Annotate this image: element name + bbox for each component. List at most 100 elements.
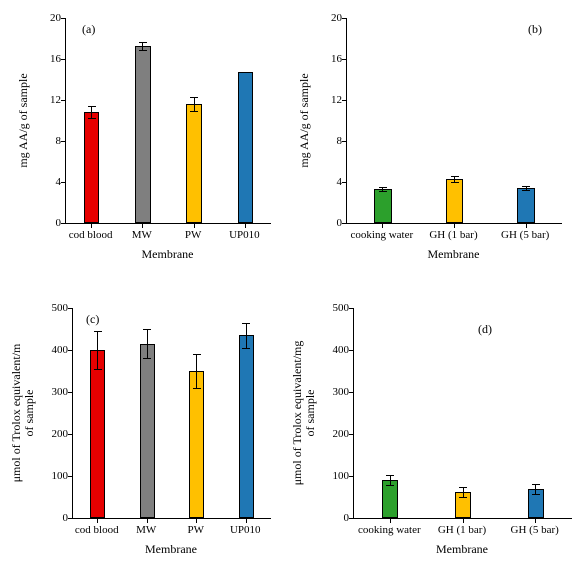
xtick bbox=[194, 223, 195, 228]
bar bbox=[90, 350, 105, 518]
ytick-label: 0 bbox=[31, 218, 61, 229]
ytick bbox=[342, 18, 347, 19]
ytick bbox=[342, 223, 347, 224]
xtick-label: GH (1 bar) bbox=[413, 229, 495, 241]
ytick bbox=[68, 518, 73, 519]
errorbar-cap bbox=[459, 487, 467, 488]
ytick-label: 12 bbox=[312, 95, 342, 106]
errorbar bbox=[535, 484, 536, 494]
ytick-label: 12 bbox=[31, 95, 61, 106]
ytick bbox=[349, 308, 354, 309]
errorbar-cap bbox=[88, 106, 96, 107]
panel-tag: (b) bbox=[528, 22, 542, 37]
xtick-label: GH (5 bar) bbox=[493, 524, 576, 536]
ytick-label: 8 bbox=[312, 136, 342, 147]
ytick-label: 400 bbox=[38, 345, 68, 356]
ytick-label: 500 bbox=[319, 303, 349, 314]
ytick bbox=[61, 18, 66, 19]
errorbar bbox=[97, 331, 98, 369]
bar bbox=[239, 335, 254, 518]
y-axis-label: mg AA/g of sample bbox=[298, 18, 311, 223]
ytick-label: 16 bbox=[31, 54, 61, 65]
ytick bbox=[68, 434, 73, 435]
xtick-label: GH (5 bar) bbox=[484, 229, 566, 241]
errorbar bbox=[147, 329, 148, 358]
ytick-label: 200 bbox=[319, 429, 349, 440]
xtick-label: UP010 bbox=[214, 229, 275, 241]
errorbar-cap bbox=[379, 187, 387, 188]
x-axis-label: Membrane bbox=[346, 247, 561, 262]
errorbar-cap bbox=[386, 485, 394, 486]
ytick-label: 0 bbox=[319, 513, 349, 524]
bar bbox=[84, 112, 99, 223]
bar bbox=[446, 179, 464, 223]
panel-tag: (d) bbox=[478, 322, 492, 337]
errorbar-cap bbox=[242, 348, 250, 349]
plot-area bbox=[346, 18, 562, 224]
y-axis-label: μmol of Trolox equivalent/mof sample bbox=[10, 308, 36, 518]
xtick bbox=[390, 518, 391, 523]
ytick-label: 0 bbox=[38, 513, 68, 524]
errorbar bbox=[91, 106, 92, 118]
errorbar-cap bbox=[451, 182, 459, 183]
errorbar-cap bbox=[139, 50, 147, 51]
ytick-label: 100 bbox=[38, 471, 68, 482]
ytick-label: 200 bbox=[38, 429, 68, 440]
bar bbox=[135, 46, 150, 223]
errorbar bbox=[390, 475, 391, 485]
ytick bbox=[342, 59, 347, 60]
errorbar bbox=[194, 97, 195, 111]
xtick bbox=[454, 223, 455, 228]
errorbar-cap bbox=[190, 111, 198, 112]
panel-a: 048121620cod bloodMWPWUP010mg AA/g of sa… bbox=[10, 10, 290, 280]
errorbar-cap bbox=[94, 369, 102, 370]
ytick bbox=[342, 141, 347, 142]
ytick-label: 100 bbox=[319, 471, 349, 482]
ytick-label: 20 bbox=[31, 13, 61, 24]
errorbar-cap bbox=[88, 118, 96, 119]
bar bbox=[517, 188, 535, 223]
xtick-label: GH (1 bar) bbox=[421, 524, 504, 536]
ytick bbox=[349, 476, 354, 477]
errorbar bbox=[463, 487, 464, 497]
ytick-label: 500 bbox=[38, 303, 68, 314]
errorbar-cap bbox=[242, 323, 250, 324]
y-axis-label: mg AA/g of sample bbox=[17, 18, 30, 223]
xtick bbox=[245, 223, 246, 228]
errorbar-cap bbox=[379, 191, 387, 192]
y-axis-label: μmol of Trolox equivalent/mgof sample bbox=[291, 308, 317, 518]
errorbar-cap bbox=[143, 358, 151, 359]
ytick bbox=[349, 392, 354, 393]
xtick bbox=[463, 518, 464, 523]
ytick-label: 4 bbox=[312, 177, 342, 188]
bar bbox=[140, 344, 155, 518]
ytick bbox=[349, 518, 354, 519]
ytick-label: 300 bbox=[319, 387, 349, 398]
errorbar-cap bbox=[532, 494, 540, 495]
errorbar-cap bbox=[190, 97, 198, 98]
x-axis-label: Membrane bbox=[65, 247, 270, 262]
ytick bbox=[68, 350, 73, 351]
xtick bbox=[526, 223, 527, 228]
figure: 048121620cod bloodMWPWUP010mg AA/g of sa… bbox=[0, 0, 588, 586]
ytick bbox=[349, 434, 354, 435]
errorbar-cap bbox=[143, 329, 151, 330]
ytick bbox=[61, 59, 66, 60]
errorbar-cap bbox=[193, 354, 201, 355]
ytick bbox=[61, 223, 66, 224]
errorbar-cap bbox=[522, 190, 530, 191]
ytick-label: 16 bbox=[312, 54, 342, 65]
x-axis-label: Membrane bbox=[72, 542, 270, 557]
ytick-label: 4 bbox=[31, 177, 61, 188]
x-axis-label: Membrane bbox=[353, 542, 571, 557]
errorbar-cap bbox=[139, 42, 147, 43]
xtick bbox=[91, 223, 92, 228]
xtick bbox=[246, 518, 247, 523]
panel-c: 0100200300400500cod bloodMWPWUP010μmol o… bbox=[10, 300, 290, 580]
ytick-label: 400 bbox=[319, 345, 349, 356]
bar bbox=[189, 371, 204, 518]
ytick bbox=[342, 100, 347, 101]
ytick-label: 20 bbox=[312, 13, 342, 24]
xtick bbox=[147, 518, 148, 523]
ytick bbox=[342, 182, 347, 183]
